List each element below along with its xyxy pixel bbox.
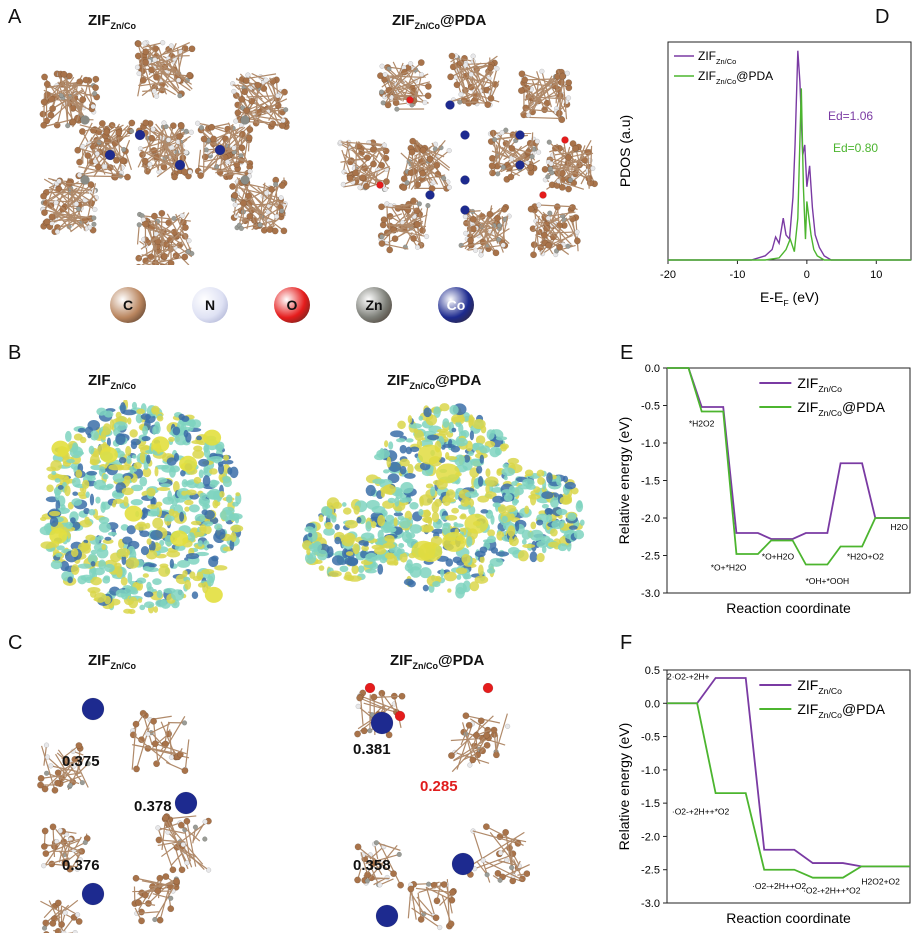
plot-frame bbox=[666, 669, 911, 904]
energy-series-line-1 bbox=[667, 367, 910, 566]
x-tick-label: 0 bbox=[804, 269, 810, 281]
panel-letter-d: D bbox=[875, 6, 890, 28]
relative-energy-chart-f: 0.5 0.0 -0.5 -1.0 -1.5 -2.0 -2.5 -3.0 ZIFZn/Co ZI… bbox=[616, 665, 911, 926]
panel-letter-f: F bbox=[620, 632, 633, 654]
atom-legend-symbol: C bbox=[122, 297, 134, 313]
y-tick-label: -2.0 bbox=[641, 513, 660, 525]
relative-energy-chart-e: 0.0 -0.5 -1.0 -1.5 -2.0 -2.5 -3.0 ZIFZn/Co ZIFZn… bbox=[616, 363, 911, 616]
panel-letter-c: C bbox=[8, 632, 23, 654]
annotation-ed-zif: Ed=1.06 bbox=[828, 109, 873, 123]
y-axis-label: Relative energy (eV) bbox=[616, 417, 632, 545]
panel-a-left-title: ZIFZn/Co bbox=[88, 12, 136, 31]
legend-label: ZIFZn/Co@PDA bbox=[698, 69, 773, 86]
state-label: ·O2-+2H++*O2 bbox=[672, 806, 730, 816]
charge-value-label: 0.378 bbox=[134, 798, 172, 815]
legend-label: ZIFZn/Co bbox=[698, 49, 736, 66]
charge-value-label: 0.381 bbox=[353, 741, 391, 758]
state-label: *H2O+O2 bbox=[847, 551, 884, 561]
panel-a-right-title: ZIFZn/Co@PDA bbox=[392, 12, 487, 31]
panel-b-right-title: ZIFZn/Co@PDA bbox=[387, 372, 482, 391]
state-label: *H2O2 bbox=[689, 419, 715, 429]
state-label: ·O2-+2H++O2 bbox=[752, 881, 806, 891]
state-label: *O+H2O bbox=[762, 551, 795, 561]
atom-legend: C N O Zn Co bbox=[110, 285, 530, 330]
atom-legend-symbol: O bbox=[286, 297, 298, 313]
y-tick-label: -2.5 bbox=[641, 551, 660, 563]
zif-zn-co-charge-density-image bbox=[39, 400, 244, 615]
legend-label: ZIFZn/Co bbox=[797, 375, 842, 394]
state-label: *OH+*OOH bbox=[806, 576, 850, 586]
x-axis-label: Reaction coordinate bbox=[726, 600, 851, 616]
plot-frame bbox=[667, 41, 912, 261]
panel-letter-a: A bbox=[8, 6, 22, 28]
x-tick-label: 10 bbox=[870, 269, 882, 281]
x-axis-label: E-EF (eV) bbox=[760, 289, 819, 308]
atom-legend-item-n: N bbox=[192, 287, 228, 323]
legend-label: ZIFZn/Co bbox=[797, 677, 842, 696]
atom-legend-symbol: Zn bbox=[365, 297, 383, 313]
y-tick-label: -2.5 bbox=[641, 865, 660, 877]
y-tick-label: 0.0 bbox=[645, 363, 660, 375]
atom-legend-item-c: C bbox=[110, 287, 146, 323]
panel-letter-e: E bbox=[620, 342, 634, 364]
y-axis-label: PDOS (a.u) bbox=[617, 115, 633, 187]
panel-b-left-title: ZIFZn/Co bbox=[88, 372, 136, 391]
zif-zn-co-pda-zoom-image bbox=[340, 683, 530, 933]
zif-zn-co-pda-charge-density-image bbox=[301, 403, 585, 599]
energy-series-line-0 bbox=[667, 367, 910, 540]
pdos-series-line-1 bbox=[668, 88, 911, 261]
pdos-chart: -20 -10 0 10 ZIFZn/Co ZIFZn/Co@PDA Ed=1.06 Ed=0… bbox=[617, 41, 912, 308]
y-tick-label: -0.5 bbox=[641, 732, 660, 744]
y-tick-label: -3.0 bbox=[641, 588, 660, 600]
annotation-ed-zif-pda: Ed=0.80 bbox=[833, 141, 878, 155]
atom-legend-symbol: Co bbox=[446, 297, 466, 313]
pdos-series-line-0 bbox=[668, 50, 911, 261]
state-label: ·O2-+2H++*O2 bbox=[803, 886, 861, 896]
y-axis-label: Relative energy (eV) bbox=[616, 723, 632, 851]
atom-legend-symbol: N bbox=[204, 297, 216, 313]
legend-label: ZIFZn/Co@PDA bbox=[797, 701, 885, 720]
panel-c-left-title: ZIFZn/Co bbox=[88, 652, 136, 671]
zif-zn-co-pda-structure-image bbox=[337, 52, 598, 259]
x-axis-label: Reaction coordinate bbox=[726, 910, 851, 926]
legend-label: ZIFZn/Co@PDA bbox=[797, 399, 885, 418]
state-label: 2·O2-+2H+ bbox=[667, 671, 710, 681]
y-tick-label: -3.0 bbox=[641, 898, 660, 910]
atom-legend-item-co: Co bbox=[438, 287, 474, 323]
state-label: H2O bbox=[891, 522, 909, 532]
panel-c-right-title: ZIFZn/Co@PDA bbox=[390, 652, 485, 671]
panel-letter-b: B bbox=[8, 342, 22, 364]
energy-series-line-0 bbox=[667, 677, 910, 868]
charge-value-label: 0.375 bbox=[62, 753, 100, 770]
y-tick-label: 0.5 bbox=[645, 665, 660, 677]
y-tick-label: -1.0 bbox=[641, 765, 660, 777]
y-tick-label: -1.0 bbox=[641, 438, 660, 450]
x-tick-label: -20 bbox=[660, 269, 676, 281]
charge-value-label: 0.376 bbox=[62, 857, 100, 874]
charge-value-label-highlight: 0.285 bbox=[420, 778, 458, 795]
y-tick-label: 0.0 bbox=[645, 698, 660, 710]
zif-zn-co-structure-image bbox=[39, 40, 290, 265]
state-label: H2O2+O2 bbox=[861, 876, 900, 886]
charge-value-label: 0.358 bbox=[353, 857, 391, 874]
energy-series-line-1 bbox=[667, 702, 910, 879]
state-label: *O+*H2O bbox=[711, 563, 747, 573]
x-tick-label: -10 bbox=[729, 269, 745, 281]
zif-zn-co-zoom-image bbox=[35, 683, 215, 933]
y-tick-label: -0.5 bbox=[641, 401, 660, 413]
atom-legend-item-zn: Zn bbox=[356, 287, 392, 323]
atom-legend-item-o: O bbox=[274, 287, 310, 323]
y-tick-label: -1.5 bbox=[641, 798, 660, 810]
y-tick-label: -1.5 bbox=[641, 476, 660, 488]
y-tick-label: -2.0 bbox=[641, 831, 660, 843]
